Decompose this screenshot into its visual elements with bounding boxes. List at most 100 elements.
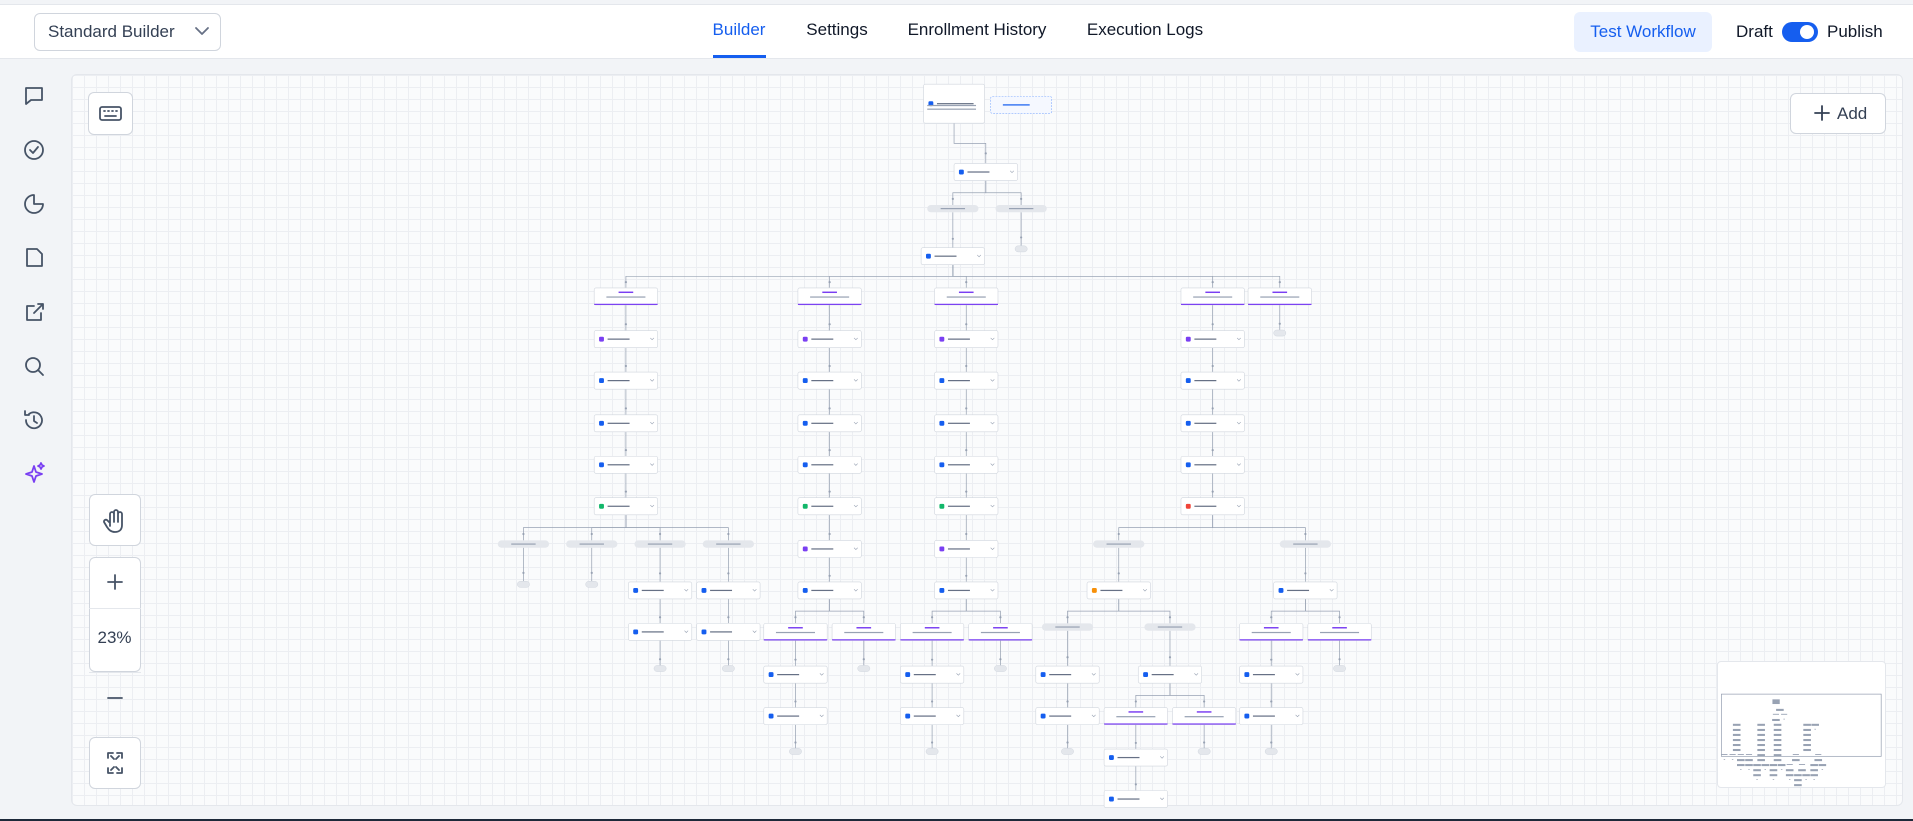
add-step-dot[interactable] [1211, 407, 1214, 410]
add-step-dot[interactable] [1278, 322, 1281, 325]
add-step-dot[interactable] [931, 616, 934, 619]
add-step-dot[interactable] [862, 658, 865, 661]
add-step-dot[interactable] [828, 407, 831, 410]
add-step-dot[interactable] [828, 449, 831, 452]
tab[interactable]: Builder [712, 20, 766, 39]
tab[interactable]: Execution Logs [1086, 20, 1204, 39]
add-step-dot[interactable] [965, 364, 968, 368]
add-step-dot[interactable] [1134, 700, 1137, 703]
add-step-dot[interactable] [984, 152, 987, 155]
add-step-dot[interactable] [1066, 656, 1069, 659]
add-step-dot[interactable] [931, 741, 934, 744]
add-step-dot[interactable] [951, 237, 954, 240]
canvas[interactable] [71, 74, 1903, 806]
add-step-dot[interactable] [1203, 700, 1206, 703]
add-step-dot[interactable] [590, 532, 593, 536]
add-step-dot[interactable] [1168, 616, 1172, 619]
add-step-dot[interactable] [1020, 197, 1023, 200]
add-step-dot[interactable] [965, 323, 968, 326]
add-step-dot[interactable] [862, 616, 865, 619]
add-step-dot[interactable] [522, 532, 525, 536]
add-step-dot[interactable] [828, 323, 831, 326]
test-workflow-button[interactable]: Test Workflow [1574, 12, 1712, 52]
end-pill [722, 665, 735, 672]
add-step-dot[interactable] [624, 449, 628, 452]
add-step-dot[interactable] [1211, 281, 1214, 284]
minimap[interactable] [1717, 661, 1886, 788]
workflow-node[interactable] [1180, 287, 1245, 306]
add-step-dot[interactable] [794, 658, 797, 661]
add-step-dot[interactable] [590, 571, 593, 574]
add-step-dot[interactable] [658, 658, 662, 661]
add-step-dot[interactable] [794, 616, 797, 619]
workflow-node[interactable] [797, 287, 862, 306]
workflow-node[interactable] [1247, 287, 1312, 306]
add-step-dot[interactable] [999, 658, 1002, 661]
workflow-node[interactable] [934, 287, 999, 306]
add-step-dot[interactable] [1270, 741, 1273, 744]
add-step-dot[interactable] [1066, 741, 1069, 744]
text-placeholder [1272, 291, 1288, 294]
add-step-dot[interactable] [624, 407, 628, 410]
add-step-dot[interactable] [828, 490, 831, 493]
add-step-dot[interactable] [624, 490, 628, 493]
add-step-dot[interactable] [624, 281, 628, 284]
text-placeholder [934, 255, 957, 257]
add-step-dot[interactable] [794, 741, 797, 744]
add-step-dot[interactable] [965, 407, 968, 410]
add-step-dot[interactable] [1211, 490, 1214, 493]
add-step-dot[interactable] [931, 658, 934, 661]
tab[interactable]: Settings [806, 20, 868, 39]
add-step-dot[interactable] [828, 364, 831, 368]
builder-dropdown[interactable]: Standard Builder [34, 13, 221, 51]
add-step-dot[interactable] [624, 364, 628, 368]
add-step-dot[interactable] [1270, 700, 1273, 703]
add-step-dot[interactable] [965, 490, 968, 493]
add-step-dot[interactable] [1338, 658, 1341, 661]
add-step-dot[interactable] [727, 658, 730, 661]
add-step-dot[interactable] [965, 532, 968, 536]
add-step-dot[interactable] [965, 449, 968, 452]
add-step-dot[interactable] [727, 532, 730, 536]
add-step-dot[interactable] [1117, 532, 1120, 536]
workflow-node[interactable] [593, 287, 658, 306]
add-step-dot[interactable] [931, 700, 934, 703]
add-step-dot[interactable] [1203, 741, 1206, 744]
add-step-dot[interactable] [1168, 656, 1172, 659]
add-step-dot[interactable] [1134, 783, 1137, 786]
add-step-dot[interactable] [522, 571, 525, 574]
add-step-dot[interactable] [1211, 449, 1214, 452]
add-step-dot[interactable] [965, 281, 968, 284]
add-step-dot[interactable] [1278, 281, 1281, 284]
add-step-dot[interactable] [1211, 364, 1214, 368]
add-step-dot[interactable] [1211, 323, 1214, 326]
connector [591, 514, 627, 541]
add-step-dot[interactable] [658, 572, 662, 575]
add-step-dot[interactable] [828, 532, 831, 536]
add-step-dot[interactable] [624, 323, 628, 326]
add-step-dot[interactable] [999, 616, 1002, 619]
add-step-dot[interactable] [1134, 741, 1137, 745]
text-placeholder [1194, 464, 1217, 466]
add-step-dot[interactable] [951, 197, 954, 200]
add-step-dot[interactable] [1304, 532, 1307, 536]
add-step-dot[interactable] [727, 616, 730, 619]
add-step-dot[interactable] [1270, 658, 1273, 661]
add-step-dot[interactable] [1066, 700, 1069, 703]
add-step-dot[interactable] [1066, 616, 1069, 619]
add-step-dot[interactable] [658, 616, 662, 619]
add-step-dot[interactable] [1304, 572, 1307, 575]
add-step-dot[interactable] [1338, 616, 1341, 619]
add-step-dot[interactable] [727, 572, 730, 575]
add-step-dot[interactable] [1270, 616, 1273, 619]
tab[interactable]: Enrollment History [907, 20, 1047, 39]
add-step-dot[interactable] [658, 532, 662, 536]
add-step-dot[interactable] [1117, 572, 1120, 575]
add-step-dot[interactable] [828, 281, 831, 284]
add-step-dot[interactable] [1020, 236, 1023, 239]
add-button[interactable]: Add [1790, 93, 1886, 134]
add-step-dot[interactable] [965, 574, 968, 577]
node-icon [599, 378, 604, 384]
add-step-dot[interactable] [794, 700, 797, 703]
add-step-dot[interactable] [828, 574, 831, 577]
